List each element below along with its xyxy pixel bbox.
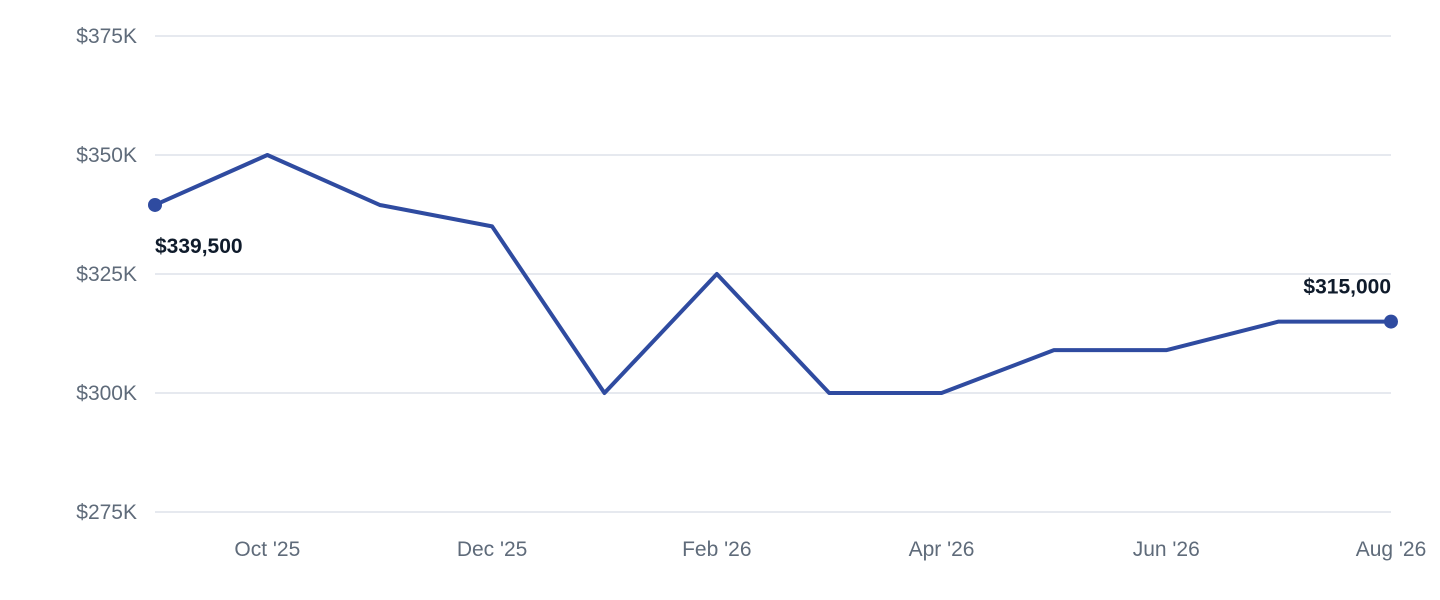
gridlines [155, 35, 1391, 513]
y-tick-label: $325K [76, 263, 137, 286]
data-label: $339,500 [155, 235, 243, 258]
x-axis: Oct '25 Dec '25 Feb '26 Apr '26 Jun '26 Aug '… [234, 538, 1426, 561]
series-layer [153, 153, 1393, 395]
y-tick-label: $300K [76, 382, 137, 405]
y-tick-label: $375K [76, 25, 137, 48]
x-tick-label: Aug '26 [1356, 538, 1427, 561]
data-label: $315,000 [1303, 276, 1391, 299]
x-tick-label: Jun '26 [1133, 538, 1200, 561]
x-tick-label: Feb '26 [682, 538, 751, 561]
y-tick-label: $350K [76, 144, 137, 167]
data-labels: $339,500 $315,000 [148, 197, 1398, 329]
x-tick-label: Dec '25 [457, 538, 528, 561]
x-tick-label: Oct '25 [234, 538, 300, 561]
data-point-marker [1384, 314, 1398, 329]
x-tick-label: Apr '26 [909, 538, 975, 561]
data-point-marker [148, 197, 162, 212]
series-line [153, 153, 1393, 395]
y-tick-label: $275K [76, 501, 137, 524]
y-axis: $275K $300K $325K $350K $375K [76, 25, 137, 524]
